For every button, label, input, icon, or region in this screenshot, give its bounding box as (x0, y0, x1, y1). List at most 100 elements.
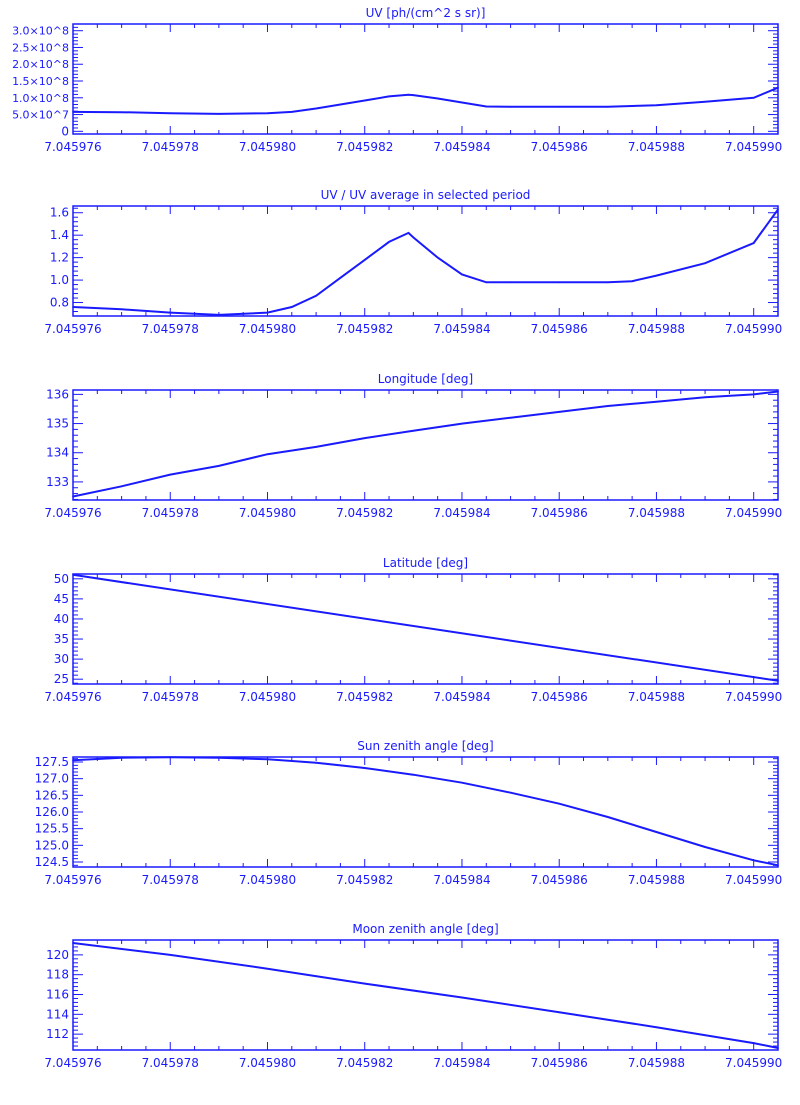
x-tick-label: 7.045988 (628, 1056, 685, 1070)
data-point (777, 1047, 779, 1049)
x-tick-label: 7.045982 (336, 873, 393, 887)
x-tick-label: 7.045978 (142, 690, 199, 704)
y-tick-label: 1.2 (50, 251, 69, 265)
data-point (266, 311, 269, 314)
plot-title: Longitude [deg] (378, 372, 473, 386)
data-point (363, 99, 366, 102)
x-tick-label: 7.045976 (44, 690, 101, 704)
x-tick-label: 7.045980 (239, 322, 296, 336)
x-tick-label: 7.045990 (725, 690, 782, 704)
y-tick-label: 125.5 (35, 822, 69, 836)
y-tick-label: 1.0 (50, 273, 69, 287)
plot-title: UV [ph/(cm^2 s sr)] (366, 6, 486, 20)
data-point (290, 111, 293, 113)
series-line (72, 756, 779, 867)
data-point (509, 791, 512, 794)
y-tick-label: 126.0 (35, 805, 69, 819)
y-tick-label: 1.4 (50, 228, 69, 242)
data-point (266, 758, 269, 761)
data-point (461, 273, 463, 276)
plot-5: Sun zenith angle [deg] 7.045976 7.045978 7.… (35, 739, 783, 887)
data-point (558, 106, 561, 108)
x-tick-label: 7.045984 (433, 1056, 490, 1070)
x-tick-label: 7.045988 (628, 322, 685, 336)
data-point (704, 262, 706, 265)
y-tick-label: 120 (46, 948, 69, 962)
x-tick-label: 7.045988 (628, 506, 685, 520)
data-point (72, 111, 74, 113)
y-tick-label: 133 (46, 475, 69, 489)
x-tick-label: 7.045980 (239, 690, 296, 704)
y-tick-label: 1.5×10^8 (12, 75, 69, 88)
data-point (218, 113, 220, 115)
x-tick-label: 7.045988 (628, 873, 685, 887)
data-point (169, 756, 172, 759)
data-point (509, 416, 512, 419)
x-tick-label: 7.045982 (336, 322, 393, 336)
data-point (558, 1011, 561, 1014)
data-point (407, 232, 410, 234)
data-point (607, 281, 609, 284)
data-point (752, 1042, 755, 1044)
data-point (752, 242, 755, 244)
y-tick-label: 2.0×10^8 (12, 58, 69, 71)
y-tick-label: 124.5 (35, 855, 69, 869)
data-point (363, 982, 366, 985)
x-tick-label: 7.045990 (725, 1056, 782, 1070)
data-point (777, 679, 779, 682)
plot-title: Sun zenith angle [deg] (357, 739, 493, 753)
data-point (120, 485, 123, 488)
data-point (72, 574, 74, 576)
plot-4: Latitude [deg] 7.045976 7.045978 7.045980 7.… (44, 556, 782, 704)
x-tick-label: 7.045982 (336, 140, 393, 154)
data-point (218, 314, 220, 316)
data-point (412, 430, 415, 432)
data-point (218, 465, 220, 467)
plot-2: UV / UV average in selected period 7.0459… (44, 188, 782, 336)
x-tick-label: 7.045978 (142, 322, 199, 336)
data-point (558, 802, 561, 805)
x-tick-label: 7.045984 (433, 140, 490, 154)
data-point (655, 104, 658, 106)
data-point (704, 846, 706, 848)
data-point (169, 112, 172, 115)
y-tick-label: 126.5 (35, 788, 69, 802)
data-point (704, 101, 706, 103)
data-point (218, 756, 220, 759)
data-point (315, 107, 317, 110)
data-point (315, 294, 317, 297)
y-tick-label: 30 (54, 652, 69, 666)
data-point (777, 86, 779, 89)
y-tick-label: 125.0 (35, 838, 69, 852)
x-tick-label: 7.045984 (433, 322, 490, 336)
data-point (752, 96, 755, 99)
y-tick-label: 40 (54, 612, 69, 626)
data-point (752, 393, 755, 396)
data-point (339, 277, 342, 279)
y-tick-label: 3.0×10^8 (12, 25, 69, 38)
x-tick-label: 7.045990 (725, 322, 782, 336)
x-tick-label: 7.045984 (433, 506, 490, 520)
data-point (266, 112, 269, 115)
data-point (120, 756, 123, 759)
data-point (607, 106, 609, 108)
data-point (169, 311, 172, 314)
y-tick-label: 136 (46, 387, 69, 401)
data-point (558, 411, 561, 413)
x-tick-label: 7.045982 (336, 506, 393, 520)
x-tick-label: 7.045982 (336, 690, 393, 704)
x-tick-label: 7.045986 (531, 1056, 588, 1070)
data-point (412, 236, 415, 239)
data-point (436, 256, 439, 259)
x-tick-label: 7.045986 (531, 873, 588, 887)
data-point (607, 816, 609, 818)
data-point (558, 281, 561, 284)
x-tick-label: 7.045990 (725, 140, 782, 154)
data-point (72, 306, 74, 308)
x-tick-label: 7.045986 (531, 506, 588, 520)
y-tick-label: 134 (46, 446, 69, 460)
x-tick-label: 7.045976 (44, 322, 101, 336)
data-point (315, 761, 317, 764)
y-tick-label: 127.0 (35, 772, 69, 786)
data-point (412, 94, 415, 96)
